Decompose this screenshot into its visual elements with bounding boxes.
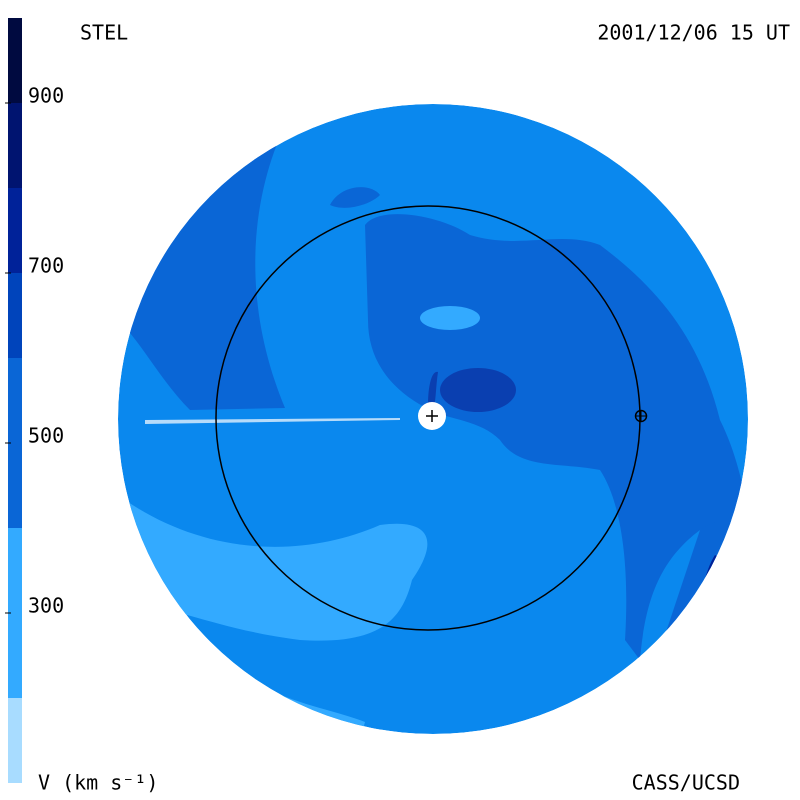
colorbar-band <box>8 528 22 698</box>
colorbar-band <box>8 273 22 358</box>
colorbar-band <box>8 698 22 783</box>
colorbar-band <box>8 358 22 528</box>
y-tick-label: 300 <box>28 594 64 618</box>
y-tick-label: 700 <box>28 254 64 278</box>
sun-cross <box>426 410 438 422</box>
y-tick-label: 500 <box>28 424 64 448</box>
y-tick-label: 900 <box>28 84 64 108</box>
credit-label: CASS/UCSD <box>632 771 740 795</box>
earth-cross <box>636 411 646 421</box>
colorbar-label: V (km s⁻¹) <box>38 771 158 795</box>
colorbar-band <box>8 188 22 273</box>
chart-title: 2001/12/06 15 UT <box>597 21 790 45</box>
colorbar-band <box>8 103 22 188</box>
source-label: STEL <box>80 21 128 45</box>
earth <box>634 409 648 423</box>
earth-orbit <box>215 205 641 631</box>
colorbar-band <box>8 18 22 103</box>
